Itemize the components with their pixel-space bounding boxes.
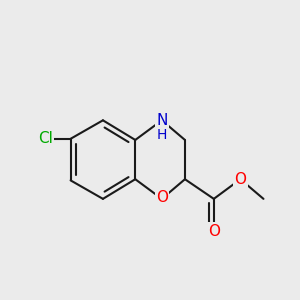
- Text: N: N: [156, 113, 167, 128]
- Text: H: H: [157, 128, 167, 142]
- Text: Cl: Cl: [38, 131, 53, 146]
- Text: O: O: [156, 190, 168, 205]
- Text: O: O: [208, 224, 220, 239]
- Text: O: O: [234, 172, 246, 187]
